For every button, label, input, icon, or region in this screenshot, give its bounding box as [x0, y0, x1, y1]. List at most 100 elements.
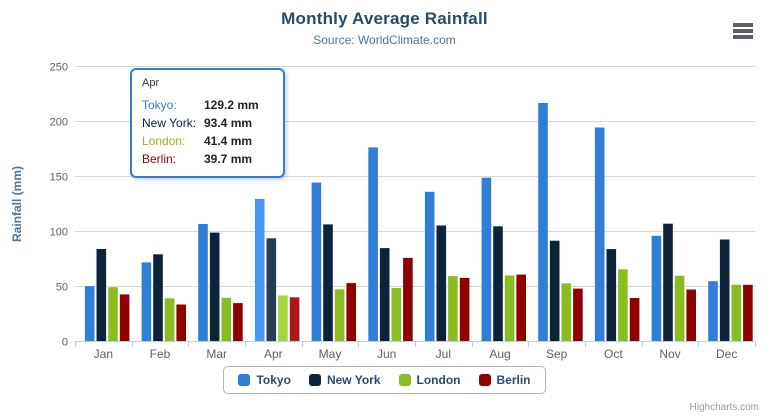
bar-berlin-jun[interactable]	[403, 257, 413, 341]
bar-new-york-apr[interactable]	[266, 238, 277, 341]
bar-new-york-nov[interactable]	[663, 223, 673, 341]
bar-tokyo-jun[interactable]	[368, 147, 378, 341]
x-axis-label: Jul	[436, 347, 451, 361]
legend-item-new-york[interactable]: New York	[308, 373, 381, 387]
y-axis-label: 150	[50, 172, 68, 184]
bar-new-york-dec[interactable]	[719, 239, 730, 342]
bar-london-may[interactable]	[334, 289, 345, 341]
tooltip-series-value: 93.4 mm	[204, 116, 253, 130]
bar-berlin-mar[interactable]	[233, 303, 243, 341]
y-axis-label: 200	[50, 117, 68, 129]
legend-item-tokyo[interactable]: Tokyo	[238, 373, 291, 387]
bar-london-oct[interactable]	[618, 269, 628, 341]
x-axis-label: May	[319, 347, 342, 361]
tooltip-row: Tokyo: 129.2 mm	[142, 96, 273, 114]
x-axis-label: Feb	[150, 347, 171, 361]
bar-london-apr[interactable]	[278, 295, 288, 342]
legend-label: Tokyo	[256, 373, 291, 387]
bar-new-york-may[interactable]	[323, 224, 333, 341]
bar-tokyo-apr[interactable]	[254, 198, 265, 341]
bar-new-york-aug[interactable]	[493, 226, 503, 341]
x-axis-label: Mar	[206, 347, 227, 361]
hamburger-icon	[733, 35, 753, 39]
bar-berlin-aug[interactable]	[516, 274, 526, 341]
bar-new-york-jul[interactable]	[436, 225, 447, 342]
tooltip-header: Apr	[142, 77, 160, 89]
x-axis-label: Jan	[94, 347, 113, 361]
bar-new-york-sep[interactable]	[549, 240, 560, 341]
legend-swatch-icon	[238, 374, 251, 386]
bar-tokyo-nov[interactable]	[651, 235, 662, 341]
bar-berlin-jan[interactable]	[119, 294, 130, 341]
bar-berlin-feb[interactable]	[176, 304, 186, 342]
tooltip-series-value: 41.4 mm	[204, 134, 253, 148]
legend-swatch-icon	[398, 374, 411, 386]
hamburger-icon	[733, 23, 753, 27]
bar-tokyo-jan[interactable]	[84, 286, 95, 341]
bar-tokyo-aug[interactable]	[481, 177, 492, 341]
bar-london-nov[interactable]	[674, 275, 685, 341]
tooltip: Apr Tokyo: 129.2 mm New York: 93.4 mm London…	[130, 68, 285, 178]
tooltip-row: London: 41.4 mm	[142, 132, 273, 150]
bar-tokyo-mar[interactable]	[198, 224, 208, 341]
bar-new-york-jun[interactable]	[379, 248, 390, 341]
highcharts-credits-link[interactable]: Highcharts.com	[689, 402, 759, 413]
bar-tokyo-may[interactable]	[311, 182, 322, 341]
y-axis-label: 0	[62, 337, 68, 349]
bar-berlin-apr[interactable]	[289, 297, 300, 341]
legend-swatch-icon	[308, 374, 321, 386]
tooltip-series-label: Berlin:	[142, 152, 177, 166]
bar-london-feb[interactable]	[164, 298, 175, 341]
bar-london-mar[interactable]	[221, 297, 232, 341]
x-axis-label: Aug	[489, 347, 510, 361]
bar-london-jun[interactable]	[391, 287, 402, 341]
tooltip-series-value: 129.2 mm	[204, 98, 259, 112]
bar-berlin-jul[interactable]	[459, 277, 470, 341]
tooltip-series-label: Tokyo:	[142, 98, 177, 112]
chart-subtitle: Source: WorldClimate.com	[313, 33, 456, 47]
y-axis-label: 250	[50, 62, 68, 74]
tooltip-series-value: 39.7 mm	[204, 152, 253, 166]
bar-london-dec[interactable]	[731, 284, 742, 341]
bar-berlin-nov[interactable]	[686, 289, 696, 342]
bar-new-york-jan[interactable]	[96, 249, 107, 341]
legend-item-berlin[interactable]: Berlin	[478, 373, 531, 387]
export-menu-button[interactable]	[731, 20, 755, 42]
y-axis-label: 100	[50, 227, 68, 239]
bar-tokyo-sep[interactable]	[538, 103, 548, 341]
bar-london-sep[interactable]	[561, 283, 572, 341]
legend-label: Berlin	[496, 373, 531, 387]
y-axis-label: 50	[56, 282, 68, 294]
bar-new-york-oct[interactable]	[606, 249, 617, 341]
bar-berlin-oct[interactable]	[629, 298, 640, 341]
x-axis-label: Oct	[604, 347, 623, 361]
bar-tokyo-dec[interactable]	[708, 281, 718, 341]
x-axis-label: Apr	[264, 347, 283, 361]
bar-tokyo-jul[interactable]	[424, 191, 435, 341]
legend-swatch-icon	[478, 374, 491, 386]
bar-new-york-mar[interactable]	[209, 232, 220, 341]
x-axis-label: Dec	[716, 347, 737, 361]
tooltip-series-label: New York:	[142, 116, 197, 130]
chart-title: Monthly Average Rainfall	[281, 9, 488, 28]
bar-london-jan[interactable]	[108, 287, 118, 341]
bar-berlin-dec[interactable]	[743, 284, 753, 341]
x-axis-label: Jun	[377, 347, 396, 361]
legend-item-london[interactable]: London	[398, 373, 461, 387]
tooltip-row: Berlin: 39.7 mm	[142, 150, 273, 168]
bar-tokyo-feb[interactable]	[141, 262, 152, 341]
bar-berlin-sep[interactable]	[573, 288, 583, 341]
x-axis-label: Nov	[659, 347, 680, 361]
hamburger-icon	[733, 29, 753, 33]
x-axis-label: Sep	[546, 347, 568, 361]
bar-berlin-may[interactable]	[346, 283, 356, 341]
bar-london-aug[interactable]	[504, 275, 515, 341]
bar-london-jul[interactable]	[448, 276, 458, 341]
legend-label: London	[416, 373, 461, 387]
legend-label: New York	[326, 373, 381, 387]
bar-tokyo-oct[interactable]	[594, 127, 605, 342]
legend: Tokyo New York London Berlin	[0, 366, 769, 394]
bar-new-york-feb[interactable]	[153, 254, 163, 341]
